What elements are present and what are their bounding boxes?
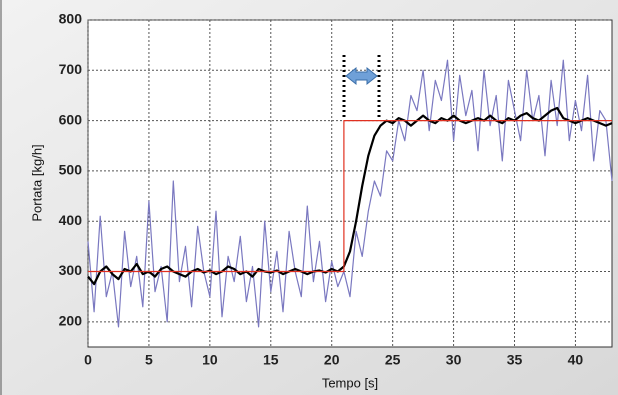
x-axis-label: Tempo [s] xyxy=(322,375,378,390)
annotation xyxy=(342,55,381,120)
y-tick-label: 500 xyxy=(59,162,83,178)
plot-area xyxy=(87,19,613,348)
y-tick-label: 800 xyxy=(59,11,83,27)
y-tick-label: 400 xyxy=(59,212,83,228)
data-line xyxy=(88,120,612,273)
x-tick-label: 25 xyxy=(385,352,401,368)
data-line xyxy=(87,106,613,286)
x-tick-label: 5 xyxy=(145,352,153,368)
x-tick-label: 30 xyxy=(446,352,462,368)
y-axis-label: Portata [kg/h] xyxy=(29,144,44,221)
x-tick-label: 35 xyxy=(507,352,523,368)
double-arrow xyxy=(345,66,378,86)
x-tick-label: 10 xyxy=(202,352,218,368)
x-tick-label: 40 xyxy=(568,352,584,368)
x-tick-label: 0 xyxy=(84,352,92,368)
y-tick-label: 600 xyxy=(59,111,83,127)
x-tick-label: 15 xyxy=(263,352,279,368)
data-line xyxy=(87,59,613,328)
y-tick-label: 300 xyxy=(59,262,83,278)
y-tick-label: 700 xyxy=(59,61,83,77)
y-tick-label: 200 xyxy=(59,313,83,329)
x-tick-label: 20 xyxy=(324,352,340,368)
